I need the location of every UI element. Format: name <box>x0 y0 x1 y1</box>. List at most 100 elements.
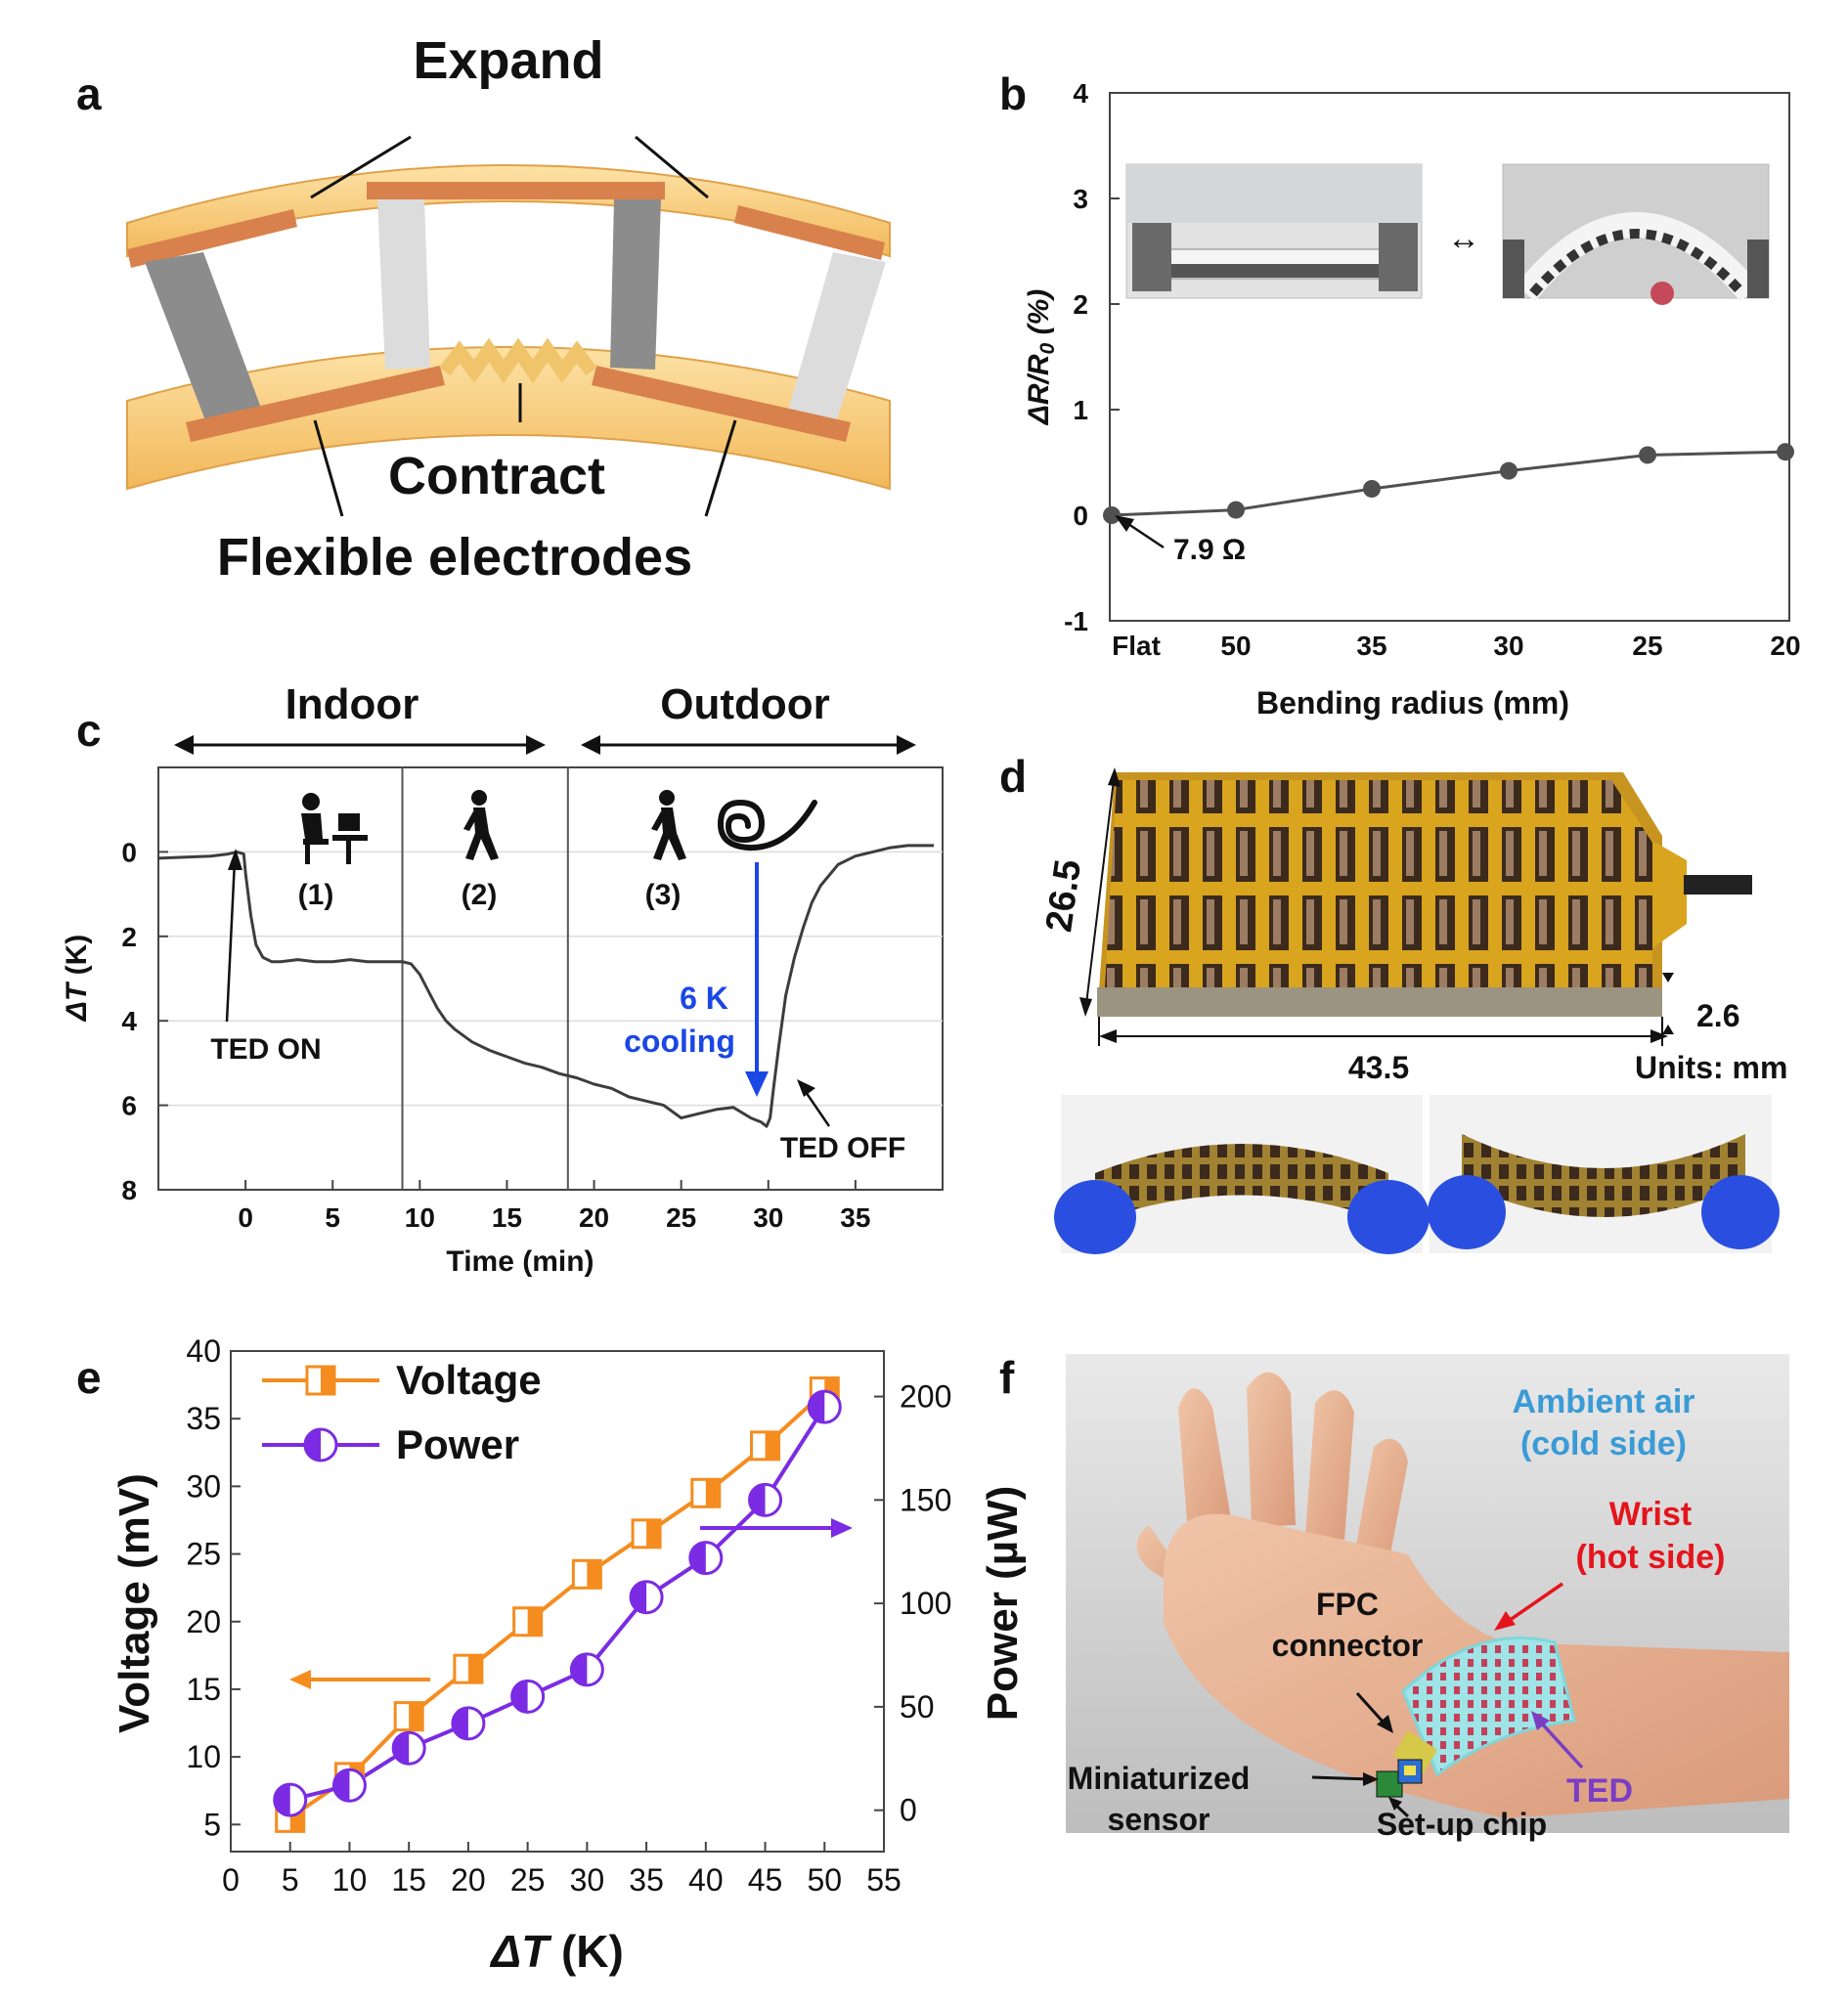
ted-bent-photo-right <box>1428 1095 1780 1253</box>
ted-off-label: TED OFF <box>780 1132 905 1164</box>
panel-d: d 26.5 43.5 2.6 Units: mm <box>999 751 1787 1254</box>
inset-photo-bent <box>1502 163 1770 305</box>
expand-callout-line <box>635 135 709 199</box>
y-tick-label: 15 <box>186 1672 221 1707</box>
x-tick-label: 30 <box>570 1862 605 1898</box>
y-tick-label: 4 <box>1073 78 1088 109</box>
flexible-teg-illustration <box>126 135 891 517</box>
y-tick-label: 20 <box>186 1604 221 1639</box>
height-dimension-arrow <box>1079 997 1092 1017</box>
power-marker <box>303 1427 338 1462</box>
y-tick-label: 50 <box>900 1689 935 1724</box>
x-tick-label: 35 <box>840 1202 870 1233</box>
data-point <box>1363 480 1381 498</box>
y-tick-label: 40 <box>186 1333 221 1369</box>
x-tick-label: 20 <box>451 1862 486 1898</box>
y-tick-label: 10 <box>186 1739 221 1774</box>
x-tick-label: 30 <box>1493 631 1523 661</box>
y-tick-label: 0 <box>900 1793 917 1828</box>
panel-label-b: b <box>999 68 1027 119</box>
thickness-dimension-label: 2.6 <box>1696 998 1739 1033</box>
right-y-axis-ticks: 0 50 100 150 200 <box>874 1379 951 1828</box>
chip-arrow <box>1388 1797 1410 1818</box>
power-marker <box>629 1580 664 1615</box>
x-tick-label: 45 <box>748 1862 783 1898</box>
x-tick-label: 30 <box>753 1202 783 1233</box>
y-axis-ticks: -1 0 1 2 3 4 <box>1064 78 1120 636</box>
y-tick-label: 150 <box>900 1482 951 1517</box>
y-axis-ticks: 0 2 4 6 8 <box>121 837 168 1205</box>
hot-side-label: (hot side) <box>1576 1539 1726 1576</box>
width-dimension-label: 43.5 <box>1348 1050 1409 1085</box>
legend-label-power: Power <box>396 1421 519 1467</box>
left-y-axis-label: Voltage (mV) <box>110 1473 158 1733</box>
x-tick-label: 0 <box>238 1202 253 1233</box>
x-tick-label: 15 <box>492 1202 522 1233</box>
x-tick-label: 50 <box>807 1862 842 1898</box>
wind-icon <box>717 799 817 851</box>
y-tick-label: 0 <box>121 837 137 867</box>
outdoor-range-arrow <box>581 735 916 755</box>
y-axis-label: ΔT (K) <box>61 935 93 1022</box>
height-dimension-line <box>1084 771 1116 1013</box>
series-line <box>157 844 935 1128</box>
series-line <box>1111 450 1786 517</box>
x-tick-label: 20 <box>1770 631 1800 661</box>
indoor-range-arrow <box>174 735 546 755</box>
data-point <box>1227 501 1245 519</box>
panel-label-d: d <box>999 751 1027 802</box>
left-axis-indicator-arrow <box>289 1670 430 1689</box>
y-tick-label: 25 <box>186 1537 221 1572</box>
resistance-annotation: 7.9 Ω <box>1173 534 1246 566</box>
electrode-callout-line <box>313 419 344 517</box>
wrist-photo <box>1066 1354 1789 1833</box>
x-tick-label: 25 <box>510 1862 546 1898</box>
voltage-marker <box>571 1558 602 1590</box>
x-axis-label: Bending radius (mm) <box>1256 685 1569 720</box>
x-axis-ticks: 0 5 10 15 20 25 30 35 <box>238 1180 870 1233</box>
right-y-axis-label: Power (µW) <box>979 1486 1027 1721</box>
x-axis-ticks: 0 5 10 15 20 25 30 35 40 45 50 55 <box>222 1842 902 1898</box>
legend-marker-power <box>303 1427 338 1462</box>
expand-callout-line <box>310 135 412 199</box>
cooling-label-value: 6 K <box>680 981 728 1016</box>
panel-label-e: e <box>76 1352 102 1403</box>
person-at-desk-icon <box>301 793 368 864</box>
step-1-label: (1) <box>298 879 334 911</box>
y-tick-label: 8 <box>121 1175 137 1205</box>
x-axis-label: Time (min) <box>446 1245 594 1278</box>
top-substrate <box>126 164 891 258</box>
n-type-leg <box>145 252 262 420</box>
connector-label: connector <box>1272 1628 1424 1663</box>
annotation-arrow-head <box>1115 515 1134 532</box>
power-marker <box>807 1389 842 1424</box>
panel-b: b -1 0 1 2 3 4 Flat 50 35 30 25 20 ΔR/R0 (%) Bendi… <box>999 68 1801 720</box>
power-marker <box>510 1679 546 1714</box>
voltage-power-series <box>273 1376 842 1833</box>
power-marker <box>273 1782 308 1817</box>
y-tick-label: 5 <box>203 1807 221 1842</box>
voltage-marker <box>305 1365 336 1396</box>
ambient-air-label: Ambient air <box>1512 1383 1694 1420</box>
ted-on-arrow-head <box>228 849 242 870</box>
height-dimension-arrow <box>1108 767 1121 787</box>
x-tick-label: 50 <box>1220 631 1251 661</box>
power-marker <box>331 1768 367 1803</box>
y-axis-label: ΔR/R0 (%) <box>1023 289 1059 426</box>
y-tick-label: 1 <box>1073 395 1088 425</box>
step-3-label: (3) <box>645 879 682 911</box>
panel-label-a: a <box>76 68 102 119</box>
electrode-callout-line <box>704 419 737 517</box>
x-axis-label: ΔT (K) <box>489 1926 624 1977</box>
contract-wave <box>439 337 597 384</box>
fpc-label: FPC <box>1316 1587 1379 1622</box>
panel-label-f: f <box>999 1352 1015 1403</box>
wrist-label: Wrist <box>1609 1496 1692 1533</box>
x-axis-ticks: Flat 50 35 30 25 20 <box>1112 631 1800 661</box>
step-2-label: (2) <box>462 879 498 911</box>
data-point <box>1103 506 1121 524</box>
x-tick-label: 20 <box>579 1202 609 1233</box>
ted-photo-top <box>1097 772 1752 1017</box>
phase-dividers <box>401 767 569 1190</box>
